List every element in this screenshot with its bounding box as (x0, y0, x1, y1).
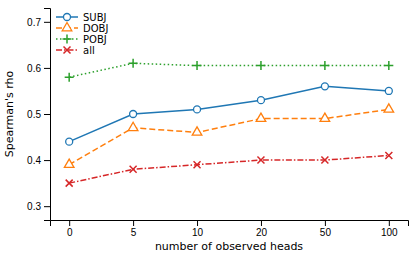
series-group (64, 59, 393, 187)
x-tick-label: 100 (381, 227, 398, 238)
point (64, 159, 74, 167)
x-tick-mark (133, 220, 134, 226)
legend-label: all (83, 45, 95, 56)
x-tick-mark (261, 220, 262, 226)
x-tick-label: 50 (320, 227, 332, 238)
point (65, 73, 74, 82)
x-tick: 10 (192, 220, 204, 238)
point (66, 180, 73, 187)
legend-marker (63, 35, 72, 44)
legend-label: DOBJ (83, 23, 108, 34)
y-tick: 0.3 (27, 201, 50, 212)
x-tick-label: 5 (131, 227, 137, 238)
legend-label: SUBJ (83, 12, 106, 23)
point (384, 61, 393, 70)
point (257, 157, 264, 164)
series (64, 104, 393, 168)
y-tick-label: 0.5 (27, 109, 41, 120)
series-line (69, 109, 389, 164)
point (66, 138, 73, 145)
x-axis-title: number of observed heads (155, 240, 303, 253)
plot: 0 5 10 20 50 100 0.3 0.4 0.5 0.6 0.7 SUBJDOBJPOBJal… (27, 9, 408, 239)
series-line (69, 63, 389, 77)
x-tick: 0 (67, 220, 73, 238)
point (384, 104, 394, 112)
legend-marker (62, 22, 72, 30)
point (256, 61, 265, 70)
y-axis-line (44, 9, 51, 221)
y-tick: 0.6 (27, 63, 50, 74)
point (194, 106, 201, 113)
point (128, 122, 138, 130)
legend-item: all (56, 45, 95, 56)
x-tick-label: 20 (256, 227, 268, 238)
point (321, 83, 328, 90)
legend: SUBJDOBJPOBJall (56, 12, 108, 56)
series (66, 83, 393, 145)
point (385, 152, 392, 159)
x-tick-label: 0 (67, 227, 73, 238)
x-tick: 5 (131, 220, 137, 238)
y-tick-mark (44, 114, 50, 115)
chart: 0 5 10 20 50 100 0.3 0.4 0.5 0.6 0.7 SUBJDOBJPOBJal… (0, 0, 420, 256)
y-axis-title: Spearman's rho (3, 70, 16, 157)
legend-item: POBJ (56, 34, 107, 45)
y-tick-mark (44, 206, 50, 207)
y-tick-label: 0.6 (27, 63, 41, 74)
point (130, 166, 137, 173)
y-tick-mark (44, 160, 50, 161)
x-tick: 100 (381, 220, 398, 238)
point (320, 113, 330, 121)
x-tick-mark (197, 220, 198, 226)
y-tick: 0.4 (27, 155, 50, 166)
legend-marker (64, 14, 71, 21)
legend-label: POBJ (83, 34, 107, 45)
x-tick-mark (389, 220, 390, 226)
legend-item: SUBJ (56, 12, 106, 23)
x-tick-mark (69, 220, 70, 226)
point (321, 157, 328, 164)
y-tick-mark (44, 22, 50, 23)
x-axis-line (51, 221, 409, 227)
y-tick: 0.7 (27, 17, 50, 28)
x-tick: 20 (256, 220, 268, 238)
point (129, 59, 138, 68)
x-tick-label: 10 (192, 227, 204, 238)
point (256, 113, 266, 121)
y-tick-label: 0.4 (27, 155, 41, 166)
y-axis: 0.3 0.4 0.5 0.6 0.7 (27, 9, 50, 221)
series (65, 59, 394, 82)
x-tick: 50 (320, 220, 332, 238)
series-line (69, 86, 389, 141)
point (192, 127, 202, 135)
point (257, 97, 264, 104)
point (194, 161, 201, 168)
point (385, 87, 392, 94)
y-tick-mark (44, 68, 50, 69)
point (130, 111, 137, 118)
point (193, 61, 202, 70)
legend-marker (64, 47, 71, 54)
series-line (69, 155, 389, 183)
x-axis: 0 5 10 20 50 100 (51, 220, 409, 238)
legend-item: DOBJ (56, 22, 108, 33)
x-tick-mark (325, 220, 326, 226)
y-tick-label: 0.3 (27, 201, 41, 212)
y-tick-label: 0.7 (27, 17, 41, 28)
y-tick: 0.5 (27, 109, 50, 120)
point (320, 61, 329, 70)
series (66, 152, 393, 187)
